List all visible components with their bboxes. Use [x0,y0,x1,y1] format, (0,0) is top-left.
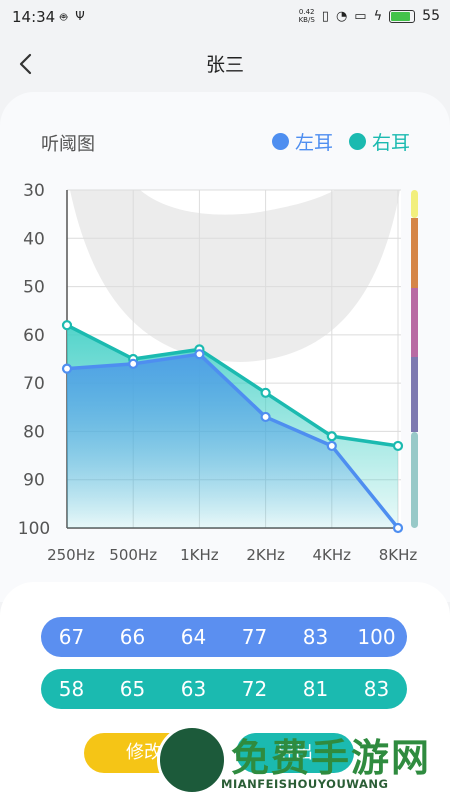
left-ear-point [260,411,271,423]
left-ear-dot-icon [271,133,289,150]
legend-left-ear: 左耳 [271,128,333,155]
chart-legend: 左耳 右耳 [271,128,410,155]
y-tick-label: 30 [23,181,45,201]
page-title: 张三 [205,54,244,76]
right-ear-value: 72 [241,677,268,701]
right-ear-value: 63 [180,677,207,701]
left-ear-value: 66 [119,625,146,649]
back-button[interactable] [10,46,46,82]
battery-icon [389,9,416,23]
y-tick-label: 90 [23,471,45,491]
chevron-left-icon [19,53,32,75]
x-tick-label: 250Hz [47,546,95,564]
scale-segment [411,190,418,218]
right-ear-point [326,431,337,442]
network-speed: 0.42 KB/S [298,8,315,24]
left-ear-point [392,522,404,534]
right-ear-value: 65 [119,677,146,701]
y-tick-label: 50 [23,278,45,298]
x-tick-label: 8KHz [379,546,418,564]
right-ear-value: 83 [363,677,390,701]
left-ear-value: 77 [241,625,268,649]
edit-button[interactable]: 修改 [84,733,204,773]
right-ear-dot-icon [348,133,366,150]
left-ear-value: 67 [58,625,85,649]
vibrate-icon: ▯ [321,8,329,24]
audiogram-chart: 30 40 50 60 70 80 90 100 250Hz 500Hz 1KHz 2KHz 4KHz… [18,181,418,564]
y-axis-ticks: 30 40 50 60 70 80 90 100 [18,181,50,539]
status-time: 14:34 [12,8,56,26]
left-ear-point [128,358,139,369]
right-ear-value: 81 [302,677,329,701]
right-ear-values-row: 58 65 63 72 81 83 [41,669,407,709]
speech-banana-area [70,190,400,362]
values-card: 67 66 64 77 83 100 58 65 63 72 81 83 修改 导出 [0,582,450,800]
left-ear-value: 100 [357,625,396,649]
android-icon: 🤖︎ [60,10,68,24]
screen-icon: ▭ [354,8,367,24]
series-lines [61,320,404,534]
left-ear-point [61,363,73,374]
right-ear-point [260,387,271,398]
scale-segment [411,357,418,432]
scale-segment [411,218,418,288]
left-ear-values-row: 67 66 64 77 83 100 [41,617,407,657]
left-ear-area [67,354,398,528]
left-ear-value: 64 [180,625,207,649]
usb-icon: Ψ [75,9,85,23]
scale-segment [411,432,418,528]
charging-icon: ϟ [373,8,383,24]
nav-bar: 张三 [0,36,450,92]
legend-right-ear: 右耳 [348,128,410,155]
left-ear-point [326,440,337,452]
right-ear-value: 58 [58,677,85,701]
y-tick-label: 60 [23,326,45,346]
right-ear-line [66,323,399,448]
x-tick-label: 4KHz [313,546,352,564]
y-tick-label: 100 [18,519,50,539]
export-button[interactable]: 导出 [236,733,354,773]
severity-scale-bar [411,190,418,528]
left-ear-line [66,352,400,530]
right-ear-point [392,440,404,452]
y-tick-label: 40 [23,229,45,249]
legend-label-right: 右耳 [371,132,410,154]
status-bar: 14:34 🤖︎ Ψ 0.42 KB/S ▯ ◔ ▭ ϟ 55 [0,0,450,36]
battery-level: 55 [422,8,440,24]
left-ear-point [194,349,205,360]
x-tick-label: 1KHz [180,546,219,564]
x-tick-label: 2KHz [246,546,285,564]
left-ear-value: 83 [302,625,329,649]
series-areas [67,325,398,528]
legend-label-left: 左耳 [294,132,333,154]
x-axis-ticks: 250Hz 500Hz 1KHz 2KHz 4KHz 8KHz [47,546,417,564]
x-tick-label: 500Hz [109,546,157,564]
y-tick-label: 70 [23,374,45,394]
chart-title: 听阈图 [41,134,95,155]
y-tick-label: 80 [23,422,45,442]
wifi-icon: ◔ [335,8,348,24]
right-ear-point [61,320,73,331]
scale-segment [411,288,418,357]
